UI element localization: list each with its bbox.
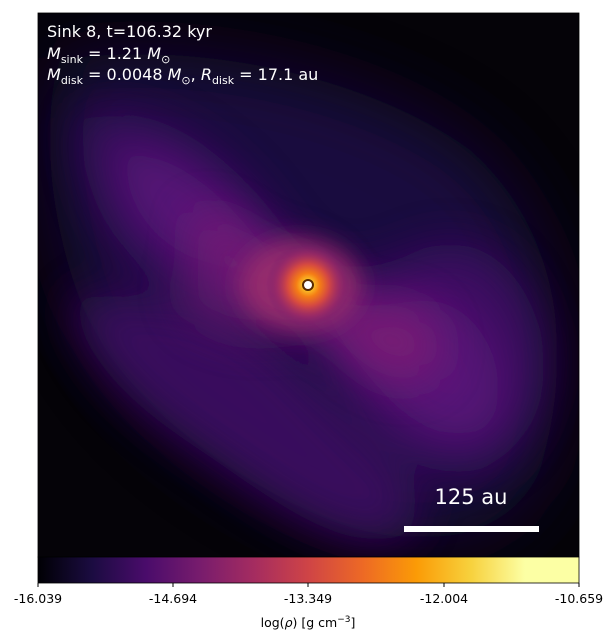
- sink-marker: [302, 279, 314, 291]
- disk-label: Mdisk = 0.0048 M⊙, Rdisk = 17.1 au: [47, 65, 318, 87]
- colorbar-ticks: [37, 583, 580, 587]
- colorbar-tick-label: -12.004: [420, 591, 468, 606]
- scale-bar-label: 125 au: [435, 485, 508, 509]
- colorbar: [37, 556, 580, 584]
- colorbar-label: log(ρ) [g cm−3]: [261, 615, 356, 630]
- density-map: [38, 13, 579, 557]
- colorbar-tick-label: -10.659: [555, 591, 603, 606]
- scale-bar: [404, 526, 539, 532]
- colorbar-tick-label: -13.349: [284, 591, 332, 606]
- colorbar-tick-labels: -16.039 -14.694 -13.349 -12.004 -10.659: [14, 591, 603, 606]
- sink-mass-label: Msink = 1.21 M⊙: [47, 44, 170, 66]
- colorbar-tick-label: -16.039: [14, 591, 62, 606]
- colorbar-tick-label: -14.694: [149, 591, 197, 606]
- sink-label: Sink 8, t=106.32 kyr: [47, 22, 212, 41]
